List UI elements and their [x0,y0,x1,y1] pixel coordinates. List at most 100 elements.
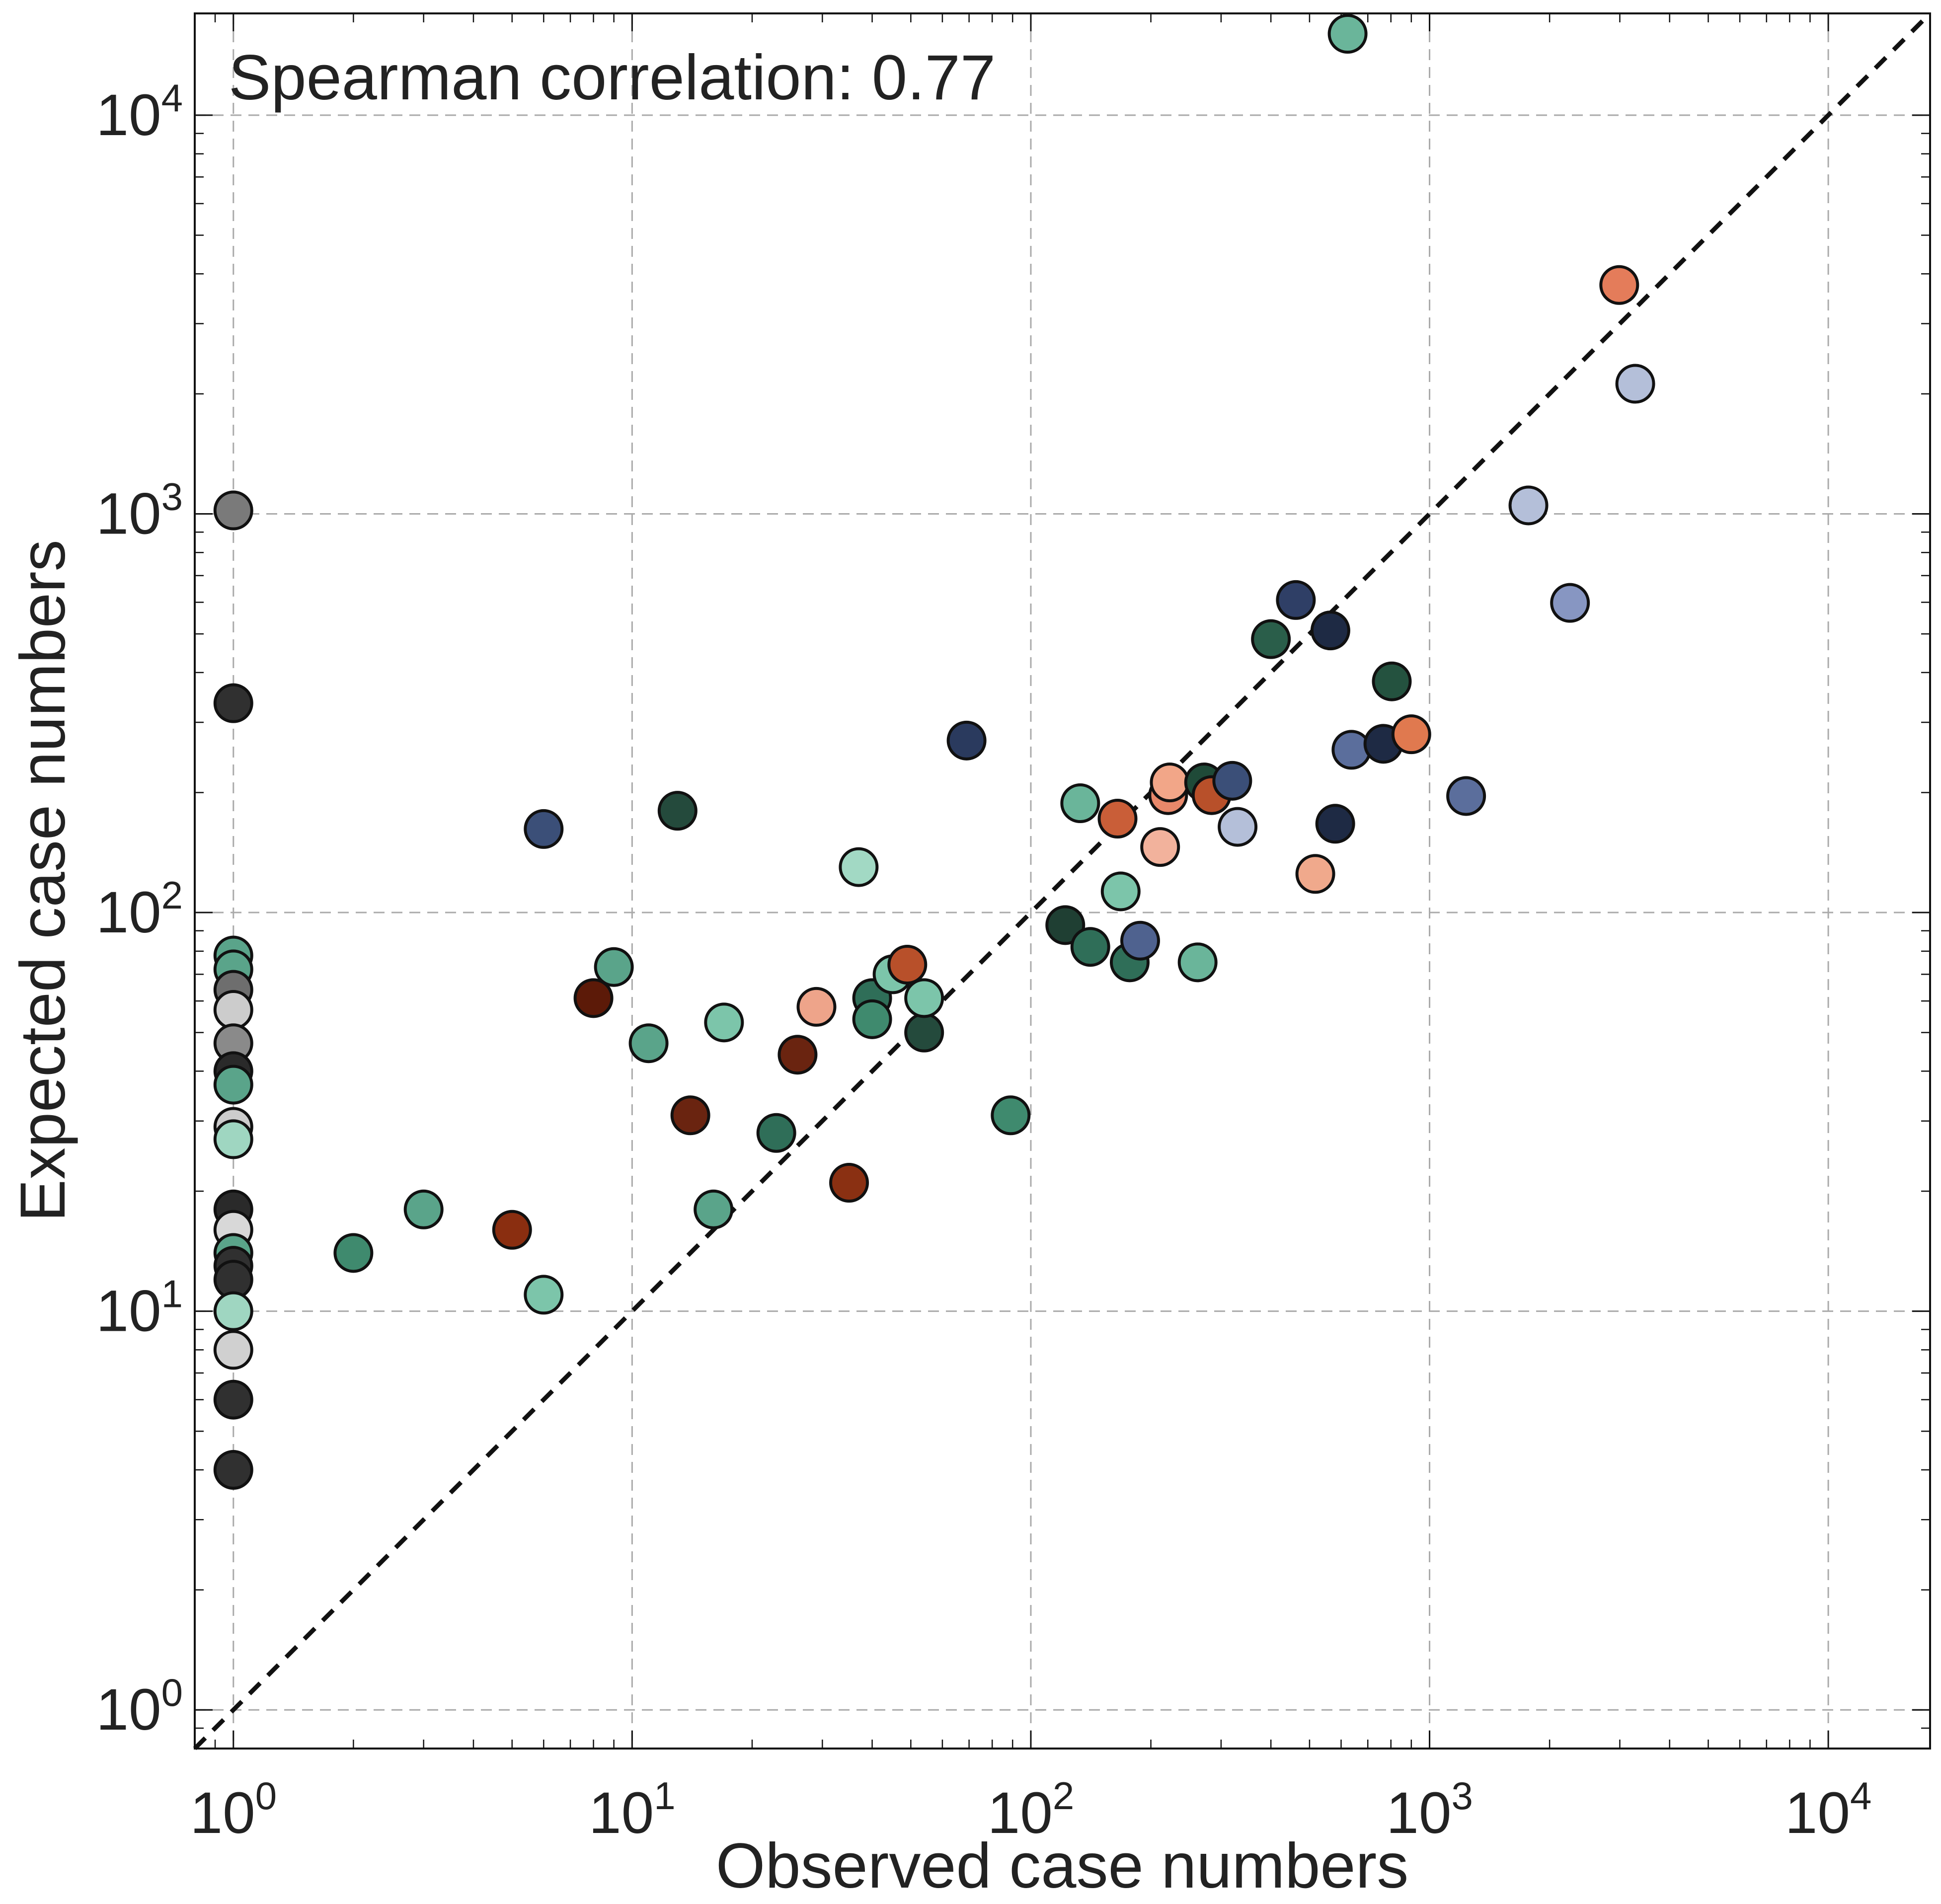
data-point-64 [1315,804,1355,844]
data-point-55 [1177,942,1218,983]
data-point-63 [1310,610,1350,651]
spearman-annotation: Spearman correlation: 0.77 [229,42,996,113]
data-point-44 [991,1095,1031,1136]
data-point-42 [904,978,944,1018]
y-tick-base: 10 [96,82,161,148]
x-tick-exponent: 1 [654,1774,675,1818]
data-point-19 [213,1450,253,1490]
data-point-61 [1276,580,1316,620]
data-point-59 [1218,807,1258,847]
data-point-24 [524,1275,564,1315]
x-tick-base: 10 [988,1780,1053,1846]
data-point-47 [1070,927,1110,967]
data-point-66 [1331,730,1372,770]
y-tick-label-1: 101 [96,1272,183,1344]
x-tick-label-4: 104 [1785,1774,1872,1846]
data-point-40 [887,945,928,985]
x-tick-exponent: 3 [1451,1774,1473,1818]
data-point-38 [852,999,892,1039]
data-point-32 [756,1113,796,1153]
y-tick-label-3: 103 [96,474,183,546]
data-point-26 [594,947,634,987]
data-points [213,14,1655,1490]
data-point-71 [1508,485,1549,526]
data-point-52 [1140,827,1180,867]
data-point-58 [1212,761,1252,801]
data-point-74 [1615,364,1655,404]
minor-ticks [195,13,1930,1749]
x-axis-title: Observed case numbers [716,1830,1408,1902]
data-point-10 [213,1119,253,1159]
x-tick-exponent: 2 [1053,1774,1074,1818]
y-tick-label-4: 104 [96,76,183,148]
x-tick-base: 10 [1785,1780,1850,1846]
y-tick-exponent: 1 [161,1272,183,1316]
y-tick-label-0: 100 [96,1671,183,1743]
y-tick-base: 10 [96,481,161,546]
data-point-51 [1120,920,1160,961]
x-tick-base: 10 [589,1780,654,1846]
data-point-35 [829,1163,869,1203]
data-point-5 [213,990,253,1030]
data-point-69 [1391,714,1431,755]
gridlines [195,13,1930,1749]
y-tick-exponent: 2 [161,873,183,917]
data-point-70 [1446,776,1486,816]
x-tick-label-3: 103 [1386,1774,1473,1846]
data-point-45 [1045,905,1086,945]
x-tick-labels: 100 101 102 103 104 [190,1774,1871,1846]
x-tick-label-0: 100 [190,1774,277,1846]
y-tick-label-2: 102 [96,873,183,945]
x-tick-exponent: 4 [1850,1774,1871,1818]
data-point-68 [1372,661,1412,701]
y-tick-base: 10 [96,1279,161,1344]
y-tick-exponent: 0 [161,1671,183,1714]
x-tick-base: 10 [190,1780,255,1846]
data-point-22 [492,1210,532,1250]
data-point-60 [1251,619,1291,659]
data-point-31 [704,1002,744,1043]
y-equals-x-line [193,11,1932,1751]
data-point-73 [1599,265,1639,305]
y-tick-base: 10 [96,880,161,945]
data-point-27 [628,1023,669,1064]
y-tick-base: 10 [96,1677,161,1743]
x-tick-base: 10 [1386,1780,1451,1846]
data-point-65 [1327,14,1368,54]
x-tick-label-2: 102 [988,1774,1075,1846]
data-point-72 [1550,583,1590,623]
y-tick-exponent: 4 [161,76,183,120]
data-point-41 [904,1012,944,1053]
data-point-29 [670,1095,710,1136]
data-point-48 [1097,799,1138,839]
x-tick-exponent: 0 [255,1774,277,1818]
y-axis-title: Expected case numbers [7,539,78,1221]
data-point-43 [946,720,987,761]
data-point-8 [213,1065,253,1105]
data-point-16 [213,1291,253,1331]
data-point-0 [213,490,253,531]
data-point-33 [777,1035,818,1075]
data-point-17 [213,1330,253,1370]
data-point-1 [213,683,253,723]
data-point-36 [839,847,879,887]
data-point-20 [333,1233,374,1273]
data-point-34 [796,987,837,1027]
y-tick-exponent: 3 [161,474,183,518]
data-point-28 [657,791,698,831]
x-tick-label-1: 101 [589,1774,676,1846]
data-point-30 [694,1189,734,1229]
data-point-21 [403,1189,444,1229]
data-point-25 [573,978,614,1018]
data-point-18 [213,1379,253,1420]
data-point-49 [1100,871,1141,912]
data-point-54 [1150,762,1190,803]
data-point-23 [524,809,564,849]
data-point-46 [1060,783,1100,824]
plot-frame [194,12,1931,1750]
identity-reference-line [193,11,1932,1751]
data-point-62 [1295,854,1335,894]
